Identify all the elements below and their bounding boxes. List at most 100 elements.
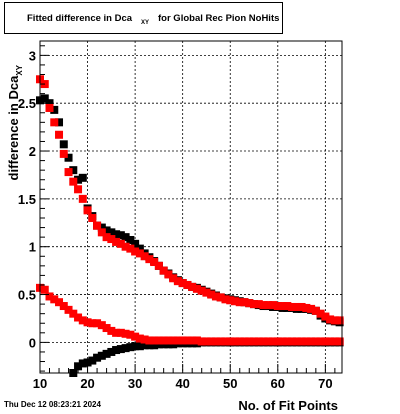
data-point [55,130,64,139]
data-point [269,337,278,346]
data-point [50,118,59,127]
data-point [45,103,54,112]
data-point [74,313,83,322]
x-tick-label: 60 [271,376,285,391]
labels-layer: 10 20 30 40 50 60 70 0 0.5 1 1.5 2 2.5 3 No. of Fit Po… [6,48,338,413]
data-point [245,337,254,346]
data-point [140,252,149,261]
data-point [97,223,106,232]
data-point [126,244,135,253]
data-point [102,226,111,235]
data-point [226,337,235,346]
data-point [88,356,97,365]
data-point [154,261,163,270]
data-point [121,344,130,353]
data-point [173,277,182,286]
x-axis-title: No. of Fit Points [238,398,338,413]
chart-title-tail: for Global Rec Pion NoHits [158,13,280,24]
data-point [93,319,102,328]
data-point [311,337,320,346]
data-point [112,346,121,355]
data-point [55,118,64,127]
data-point [135,342,144,351]
data-point [273,302,282,311]
data-point [121,233,130,242]
x-tick-label: 70 [318,376,332,391]
timestamp-label: Thu Dec 12 08:23:21 2024 [4,400,101,409]
plot-frame [39,40,343,374]
data-point [135,334,144,343]
data-point [145,255,154,264]
data-point [116,345,125,354]
data-point [316,337,325,346]
data-point [97,321,106,330]
x-tick-label: 20 [80,376,94,391]
data-point [69,309,78,318]
data-point [216,293,225,302]
data-point [321,312,330,321]
data-point [97,351,106,360]
data-point [335,337,344,346]
data-point [126,236,135,245]
data-point [121,242,130,251]
data-point [307,337,316,346]
data-point [59,302,68,311]
data-point [59,140,68,149]
data-point [116,231,125,240]
data-point [59,149,68,158]
data-point [264,337,273,346]
data-point [145,336,154,345]
data-point [116,328,125,337]
data-point [83,318,92,327]
data-point [140,341,149,350]
data-point [264,301,273,310]
data-point [88,319,97,328]
data-point [197,337,206,346]
chart-title-subscript: XY [141,20,150,26]
y-tick-label: 0 [29,335,36,350]
data-point [107,228,116,237]
data-point [326,315,335,324]
data-point [283,337,292,346]
data-point [40,94,49,103]
data-point [150,258,159,267]
data-point [93,353,102,362]
data-point [254,337,263,346]
data-point [230,337,239,346]
data-point [83,358,92,367]
ticks-layer [39,45,336,373]
data-point [240,298,249,307]
data-point [159,266,168,275]
data-point [297,302,306,311]
data-point [78,316,87,325]
data-point [64,305,73,314]
data-point [97,228,106,237]
data-point [330,337,339,346]
data-point [131,332,140,341]
data-point [311,306,320,315]
data-point [321,337,330,346]
data-point [188,282,197,291]
data-point [93,221,102,230]
data-point [112,237,121,246]
data-point [259,337,268,346]
data-point [302,337,311,346]
data-point [107,235,116,244]
x-tick-label: 40 [175,376,189,391]
y-axis-title: difference in DcaXY [6,64,24,180]
data-point [69,177,78,186]
data-point [278,302,287,311]
x-tick-label: 10 [33,376,47,391]
data-point [240,337,249,346]
y-tick-label: 2 [29,144,36,159]
data-point [302,303,311,312]
marks-layer [36,75,344,377]
data-point [316,309,325,318]
data-point [216,337,225,346]
y-tick-label: 0.5 [18,288,36,303]
data-point [250,337,259,346]
data-point [107,326,116,335]
data-point [150,341,159,350]
data-point [202,337,211,346]
data-point [226,296,235,305]
